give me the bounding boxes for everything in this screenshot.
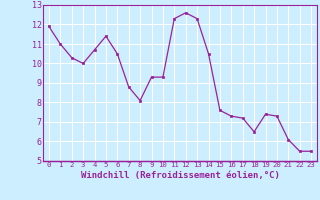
X-axis label: Windchill (Refroidissement éolien,°C): Windchill (Refroidissement éolien,°C) — [81, 171, 279, 180]
